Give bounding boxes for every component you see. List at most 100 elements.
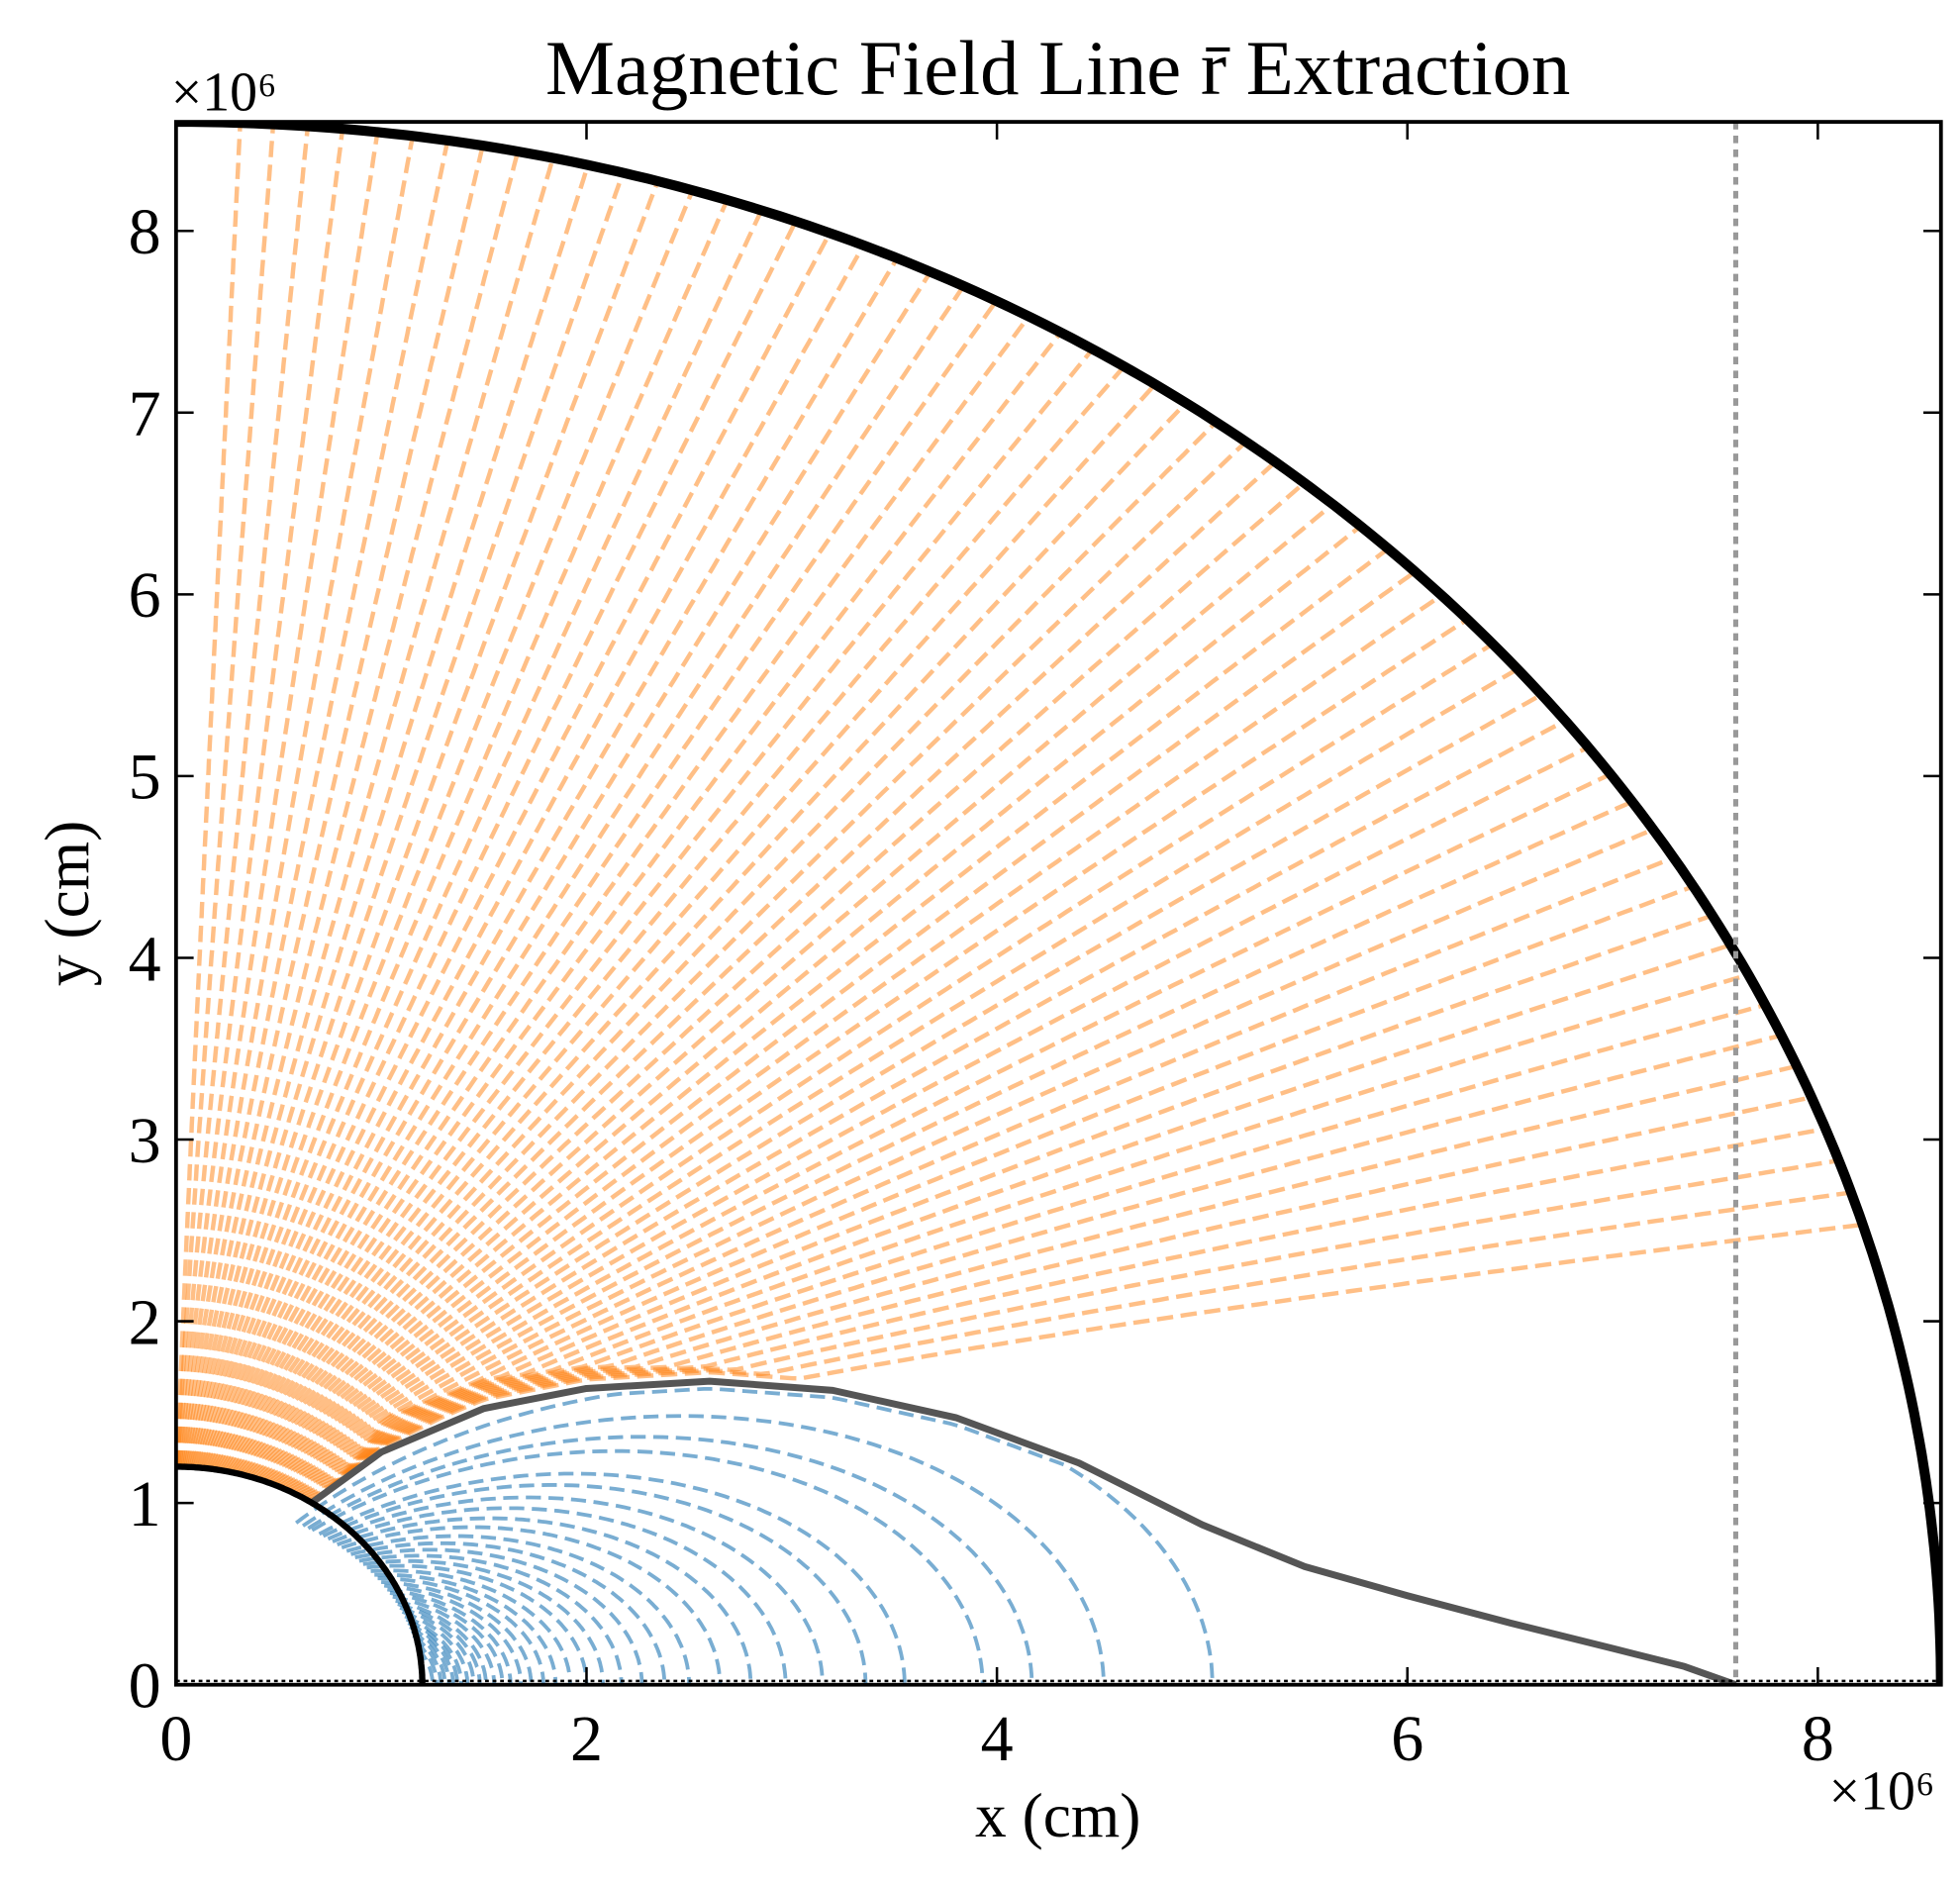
- open-field-line: [250, 593, 1443, 1479]
- open-field-line: [194, 189, 695, 1468]
- open-field-line: [216, 315, 1031, 1471]
- closed-field-line: [383, 1583, 524, 1685]
- x-offset-text: ×10⁶: [1829, 1760, 1935, 1822]
- closed-field-line: [366, 1563, 589, 1685]
- closed-field-line: [350, 1540, 667, 1685]
- x-tick-label: 8: [1802, 1703, 1834, 1775]
- open-field-line: [175, 124, 276, 1467]
- y-tick-label: 2: [129, 1286, 161, 1358]
- open-field-line: [299, 1095, 1813, 1499]
- y-tick-label: 5: [129, 742, 161, 814]
- open-field-line: [183, 145, 485, 1468]
- open-field-line: [266, 745, 1590, 1485]
- open-field-line: [196, 199, 730, 1469]
- separatrix-line: [309, 1377, 1737, 1685]
- x-tick-label: 0: [159, 1703, 192, 1775]
- open-field-line: [180, 135, 415, 1467]
- open-field-line: [231, 420, 1219, 1474]
- open-field-line: [214, 299, 999, 1471]
- y-tick-label: 1: [129, 1468, 161, 1540]
- open-field-line: [209, 270, 932, 1470]
- y-offset-text: ×10⁶: [171, 62, 277, 124]
- open-field-line: [203, 232, 833, 1469]
- y-tick-label: 8: [129, 196, 161, 268]
- open-field-line: [205, 244, 866, 1470]
- closed-field-line: [318, 1471, 907, 1685]
- closed-field-line: [405, 1618, 459, 1685]
- open-field-line: [233, 440, 1248, 1475]
- open-field-line: [219, 331, 1063, 1472]
- open-field-line: [309, 1222, 1864, 1504]
- x-tick-label: 2: [570, 1703, 603, 1775]
- inner-boundary-circle: [175, 1463, 426, 1685]
- closed-field-line: [362, 1558, 605, 1685]
- open-field-line: [274, 827, 1654, 1488]
- plot-area: [175, 122, 1941, 1685]
- outer-boundary-circle: [175, 122, 1941, 1685]
- closed-field-line: [336, 1516, 753, 1685]
- open-field-line: [226, 382, 1157, 1473]
- open-field-line: [301, 1126, 1826, 1500]
- open-field-line: [243, 524, 1362, 1477]
- chart-title: Magnetic Field Line r̄ Extraction: [545, 26, 1570, 112]
- open-field-line: [178, 132, 380, 1467]
- closed-field-line: [295, 1386, 1215, 1685]
- open-field-line: [190, 171, 626, 1468]
- y-tick-label: 3: [129, 1105, 161, 1177]
- open-field-line: [253, 617, 1469, 1480]
- open-field-line: [228, 401, 1188, 1474]
- open-field-line: [186, 156, 555, 1468]
- open-field-line: [207, 256, 900, 1470]
- closed-field-line: [332, 1506, 788, 1685]
- closed-field-line: [397, 1602, 482, 1685]
- open-field-line: [290, 1002, 1766, 1495]
- axes-frame: [173, 120, 1943, 1687]
- open-field-line: [200, 220, 798, 1469]
- closed-field-line: [404, 1614, 463, 1685]
- closed-field-line: [374, 1572, 558, 1685]
- x-axis-label: x (cm): [975, 1780, 1140, 1850]
- y-tick-label: 6: [129, 559, 161, 632]
- closed-field-line: [399, 1606, 476, 1685]
- closed-field-line: [311, 1448, 985, 1685]
- closed-field-line: [322, 1483, 868, 1685]
- closed-field-line: [409, 1625, 451, 1685]
- closed-field-line: [387, 1587, 513, 1685]
- open-field-line: [256, 642, 1495, 1481]
- closed-field-line: [307, 1435, 1034, 1685]
- y-tick-label: 7: [129, 378, 161, 450]
- x-tick-label: 6: [1391, 1703, 1423, 1775]
- y-tick-label: 4: [129, 923, 161, 995]
- open-field-line: [181, 140, 450, 1467]
- open-field-line: [269, 771, 1612, 1486]
- open-field-line: [280, 884, 1695, 1490]
- open-field-line: [177, 128, 345, 1467]
- open-field-line: [277, 855, 1675, 1489]
- open-field-line: [198, 209, 764, 1469]
- open-field-line: [304, 1157, 1839, 1502]
- open-field-line: [185, 150, 521, 1468]
- open-field-line: [211, 284, 966, 1471]
- closed-field-line: [301, 1414, 1106, 1685]
- open-field-line: [272, 799, 1633, 1487]
- ticks: 0 2 4 6 8 0 1 2 3 4 5 6 7 8: [129, 122, 1941, 1775]
- closed-field-line: [327, 1495, 825, 1685]
- closed-field-line: [345, 1534, 692, 1685]
- closed-field-line: [341, 1525, 723, 1685]
- open-field-line: [188, 164, 591, 1468]
- open-field-line: [285, 943, 1732, 1492]
- closed-field-line: [412, 1634, 443, 1685]
- open-field-line: [223, 364, 1127, 1473]
- open-field-line: [293, 1033, 1783, 1496]
- open-field-line: [175, 122, 243, 1467]
- open-field-line: [248, 569, 1417, 1479]
- open-field-line: [192, 180, 660, 1468]
- closed-field-line: [410, 1629, 447, 1685]
- closed-field-line: [395, 1598, 488, 1685]
- closed-field-line: [407, 1621, 455, 1685]
- open-field-line: [175, 126, 311, 1467]
- closed-field-line: [377, 1576, 545, 1685]
- closed-field-line: [354, 1547, 644, 1685]
- open-field-line: [221, 348, 1095, 1472]
